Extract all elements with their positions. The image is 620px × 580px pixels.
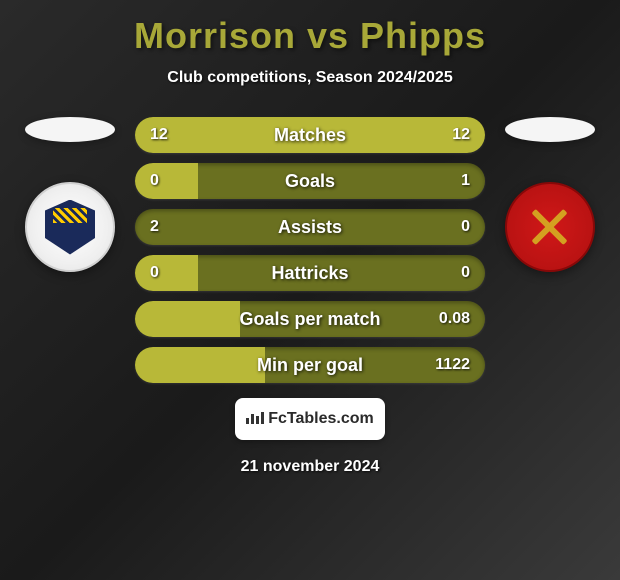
stat-bar: Goals per match0.08 bbox=[135, 301, 485, 337]
stat-bar: 12Matches12 bbox=[135, 117, 485, 153]
stat-label: Goals per match bbox=[135, 309, 485, 330]
stats-column: 12Matches120Goals12Assists00Hattricks0Go… bbox=[135, 117, 485, 383]
stat-bar: 2Assists0 bbox=[135, 209, 485, 245]
shield-icon bbox=[45, 200, 95, 255]
page-title: Morrison vs Phipps bbox=[0, 0, 620, 57]
club-badge-left bbox=[25, 182, 115, 272]
stat-label: Min per goal bbox=[135, 355, 485, 376]
fctables-label: FcTables.com bbox=[268, 410, 374, 428]
stat-label: Hattricks bbox=[135, 263, 485, 284]
stat-value-right: 0 bbox=[461, 218, 470, 236]
chart-icon bbox=[246, 410, 264, 429]
player-right-column bbox=[500, 117, 600, 272]
stat-bar: 0Goals1 bbox=[135, 163, 485, 199]
stat-value-right: 1 bbox=[461, 172, 470, 190]
crossed-tools-icon bbox=[525, 202, 575, 252]
player-silhouette-left bbox=[25, 117, 115, 142]
stat-label: Matches bbox=[135, 125, 485, 146]
stat-label: Goals bbox=[135, 171, 485, 192]
stat-value-right: 0 bbox=[461, 264, 470, 282]
stat-value-right: 1122 bbox=[435, 356, 470, 374]
stat-value-right: 12 bbox=[452, 126, 470, 144]
club-badge-right bbox=[505, 182, 595, 272]
player-left-column bbox=[20, 117, 120, 272]
date-label: 21 november 2024 bbox=[0, 458, 620, 476]
stat-value-right: 0.08 bbox=[439, 310, 470, 328]
stat-bar: 0Hattricks0 bbox=[135, 255, 485, 291]
player-silhouette-right bbox=[505, 117, 595, 142]
stat-label: Assists bbox=[135, 217, 485, 238]
stat-bar: Min per goal1122 bbox=[135, 347, 485, 383]
fctables-badge[interactable]: FcTables.com bbox=[235, 398, 385, 440]
content-area: 12Matches120Goals12Assists00Hattricks0Go… bbox=[0, 117, 620, 383]
subtitle: Club competitions, Season 2024/2025 bbox=[0, 69, 620, 87]
